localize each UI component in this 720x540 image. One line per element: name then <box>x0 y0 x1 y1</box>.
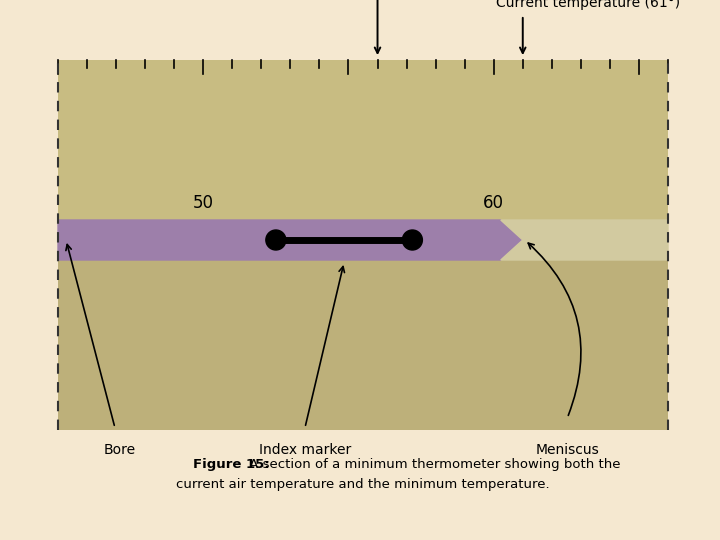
Text: Index marker: Index marker <box>258 443 351 457</box>
Text: current air temperature and the minimum temperature.: current air temperature and the minimum … <box>176 478 550 491</box>
Bar <box>58 60 668 220</box>
Polygon shape <box>501 220 668 260</box>
Text: Meniscus: Meniscus <box>536 443 599 457</box>
Text: 50: 50 <box>193 194 214 212</box>
Text: Current temperature (61°): Current temperature (61°) <box>495 0 680 10</box>
Text: Bore: Bore <box>104 443 136 457</box>
Circle shape <box>266 230 286 250</box>
Bar <box>58 260 668 430</box>
Text: Figure 15:: Figure 15: <box>193 458 269 471</box>
Polygon shape <box>58 220 523 260</box>
Bar <box>58 60 668 430</box>
Text: 60: 60 <box>483 194 504 212</box>
Circle shape <box>402 230 423 250</box>
Text: A section of a minimum thermometer showing both the: A section of a minimum thermometer showi… <box>245 458 621 471</box>
